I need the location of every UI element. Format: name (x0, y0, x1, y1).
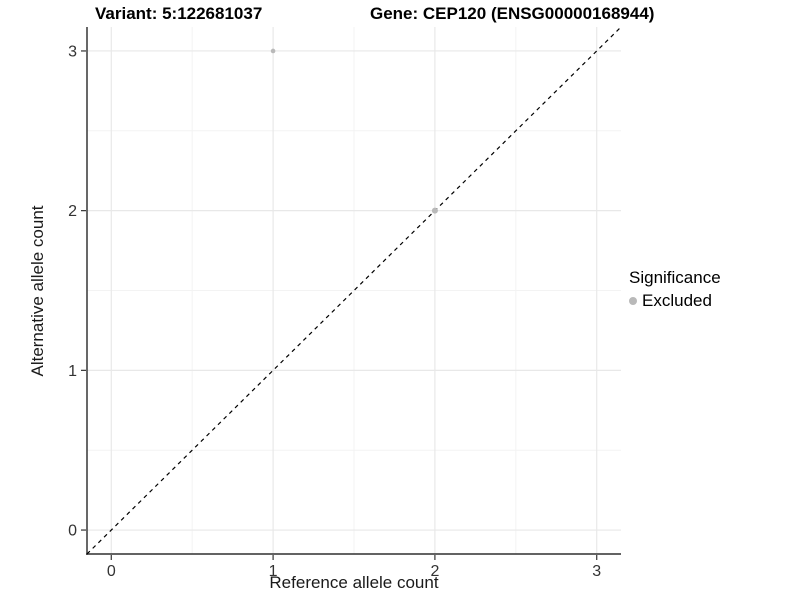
x-tick-label: 3 (592, 563, 601, 580)
x-tick-label: 1 (269, 563, 278, 580)
y-tick-label: 1 (68, 363, 77, 380)
data-point (431, 207, 438, 214)
legend-entry-label: Excluded (642, 291, 712, 310)
legend-title: Significance (629, 268, 721, 287)
excluded-point-icon (629, 297, 637, 305)
x-tick-label: 2 (430, 563, 439, 580)
y-axis-title: Alternative allele count (28, 205, 47, 377)
x-axis-title: Reference allele count (269, 573, 439, 592)
y-tick-label: 0 (68, 523, 77, 540)
x-tick-label: 0 (107, 563, 116, 580)
gene-title: Gene: CEP120 (ENSG00000168944) (370, 4, 655, 23)
identity-line (86, 26, 622, 555)
legend-entry-excluded: Excluded (629, 291, 721, 311)
y-tick-label: 3 (68, 43, 77, 60)
data-point (270, 48, 276, 54)
legend: Significance Excluded (629, 268, 721, 311)
y-tick-label: 2 (68, 203, 77, 220)
variant-title: Variant: 5:122681037 (95, 4, 263, 23)
